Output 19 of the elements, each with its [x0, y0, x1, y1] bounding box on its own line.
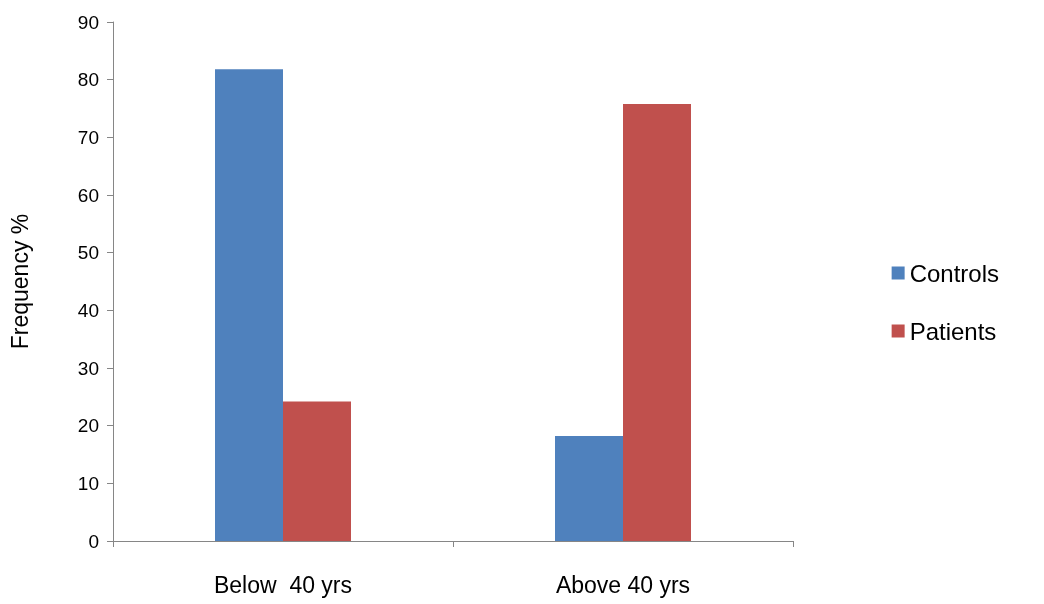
y-tick-label: 80 — [77, 69, 99, 91]
y-tick-label: 90 — [77, 11, 99, 33]
y-tick-label: 20 — [77, 415, 99, 437]
y-tick-label: 30 — [77, 357, 99, 379]
x-tick-label: Below 40 yrs — [213, 571, 353, 598]
y-axis-title: Frequency % — [6, 213, 33, 350]
bar — [623, 103, 691, 541]
y-tick-label: 70 — [77, 126, 99, 148]
y-tick-label: 60 — [77, 184, 99, 206]
bar — [215, 69, 283, 541]
y-tick-label: 10 — [77, 472, 99, 494]
bar — [555, 436, 623, 541]
legend-label: Patients — [909, 317, 997, 345]
x-tick-label: Above 40 yrs — [555, 571, 691, 598]
legend-label: Controls — [909, 259, 1000, 287]
bar — [283, 401, 351, 541]
y-tick-label: 50 — [77, 242, 99, 264]
y-tick-label: 0 — [88, 530, 99, 552]
y-tick-label: 40 — [77, 299, 99, 321]
